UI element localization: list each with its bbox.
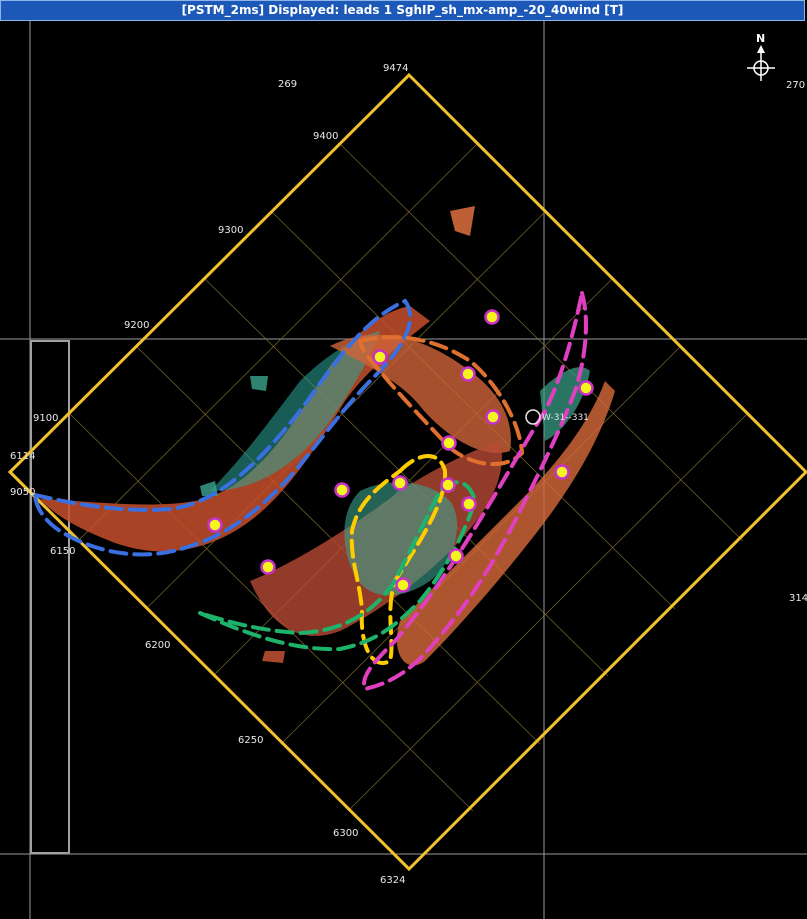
well-marker[interactable] [441,435,457,451]
line-labels: 9474 6324 9400 9300 9200 9100 6114 9050 … [10,63,807,886]
well-marker[interactable] [554,464,570,480]
north-arrow-icon: N [747,32,775,81]
xline-label: 9200 [124,320,149,331]
lead-outlines [32,292,588,692]
well-marker[interactable] [485,409,501,425]
xline-label: 9050 [10,487,35,498]
well-marker[interactable] [207,517,223,533]
well-marker[interactable] [461,496,477,512]
inline-label: 6150 [50,546,75,557]
inline-label: 6200 [145,640,170,651]
corner-label-bottom: 6324 [380,875,405,886]
well-marker[interactable] [484,309,500,325]
lead-outline-green[interactable] [199,480,478,652]
north-label: N [756,32,765,45]
lead-outline-magenta[interactable] [362,292,588,692]
lead-outline-orange[interactable] [357,335,525,467]
well-marker[interactable] [372,349,388,365]
well-name-label: W-31--331 [542,413,589,423]
lead-outline-blue[interactable] [32,298,413,557]
xline-label: 9300 [218,225,243,236]
corner-label-top: 9474 [383,63,408,74]
well-marker[interactable] [395,577,411,593]
well-markers: W-31--331 [207,309,594,593]
xline-label: 9100 [33,413,58,424]
well-marker[interactable] [260,559,276,575]
well-marker[interactable] [578,380,594,396]
grid-label: 270 [786,80,805,91]
well-marker[interactable] [392,475,408,491]
well-marker[interactable] [448,548,464,564]
well-marker-open[interactable] [525,409,541,425]
inline-label: 6250 [238,735,263,746]
window-title: [PSTM_2ms] Displayed: leads 1 SghIP_sh_m… [181,3,624,17]
well-marker[interactable] [460,366,476,382]
lead-outline-yellow[interactable] [349,454,448,665]
xline-label: 9400 [313,131,338,142]
xline-label: 6114 [10,451,35,462]
index-panel-outline [30,340,70,854]
window-title-bar[interactable]: [PSTM_2ms] Displayed: leads 1 SghIP_sh_m… [0,0,805,21]
seismic-map-view[interactable]: W-31--331 9474 6324 9400 9300 9200 9100 … [0,21,807,919]
well-marker[interactable] [440,477,456,493]
inline-label: 6300 [333,828,358,839]
well-marker[interactable] [334,482,350,498]
grid-label: 314 [789,593,807,604]
survey-interior-grid [69,143,748,812]
grid-label: 269 [278,79,297,90]
survey-outline [7,72,807,872]
